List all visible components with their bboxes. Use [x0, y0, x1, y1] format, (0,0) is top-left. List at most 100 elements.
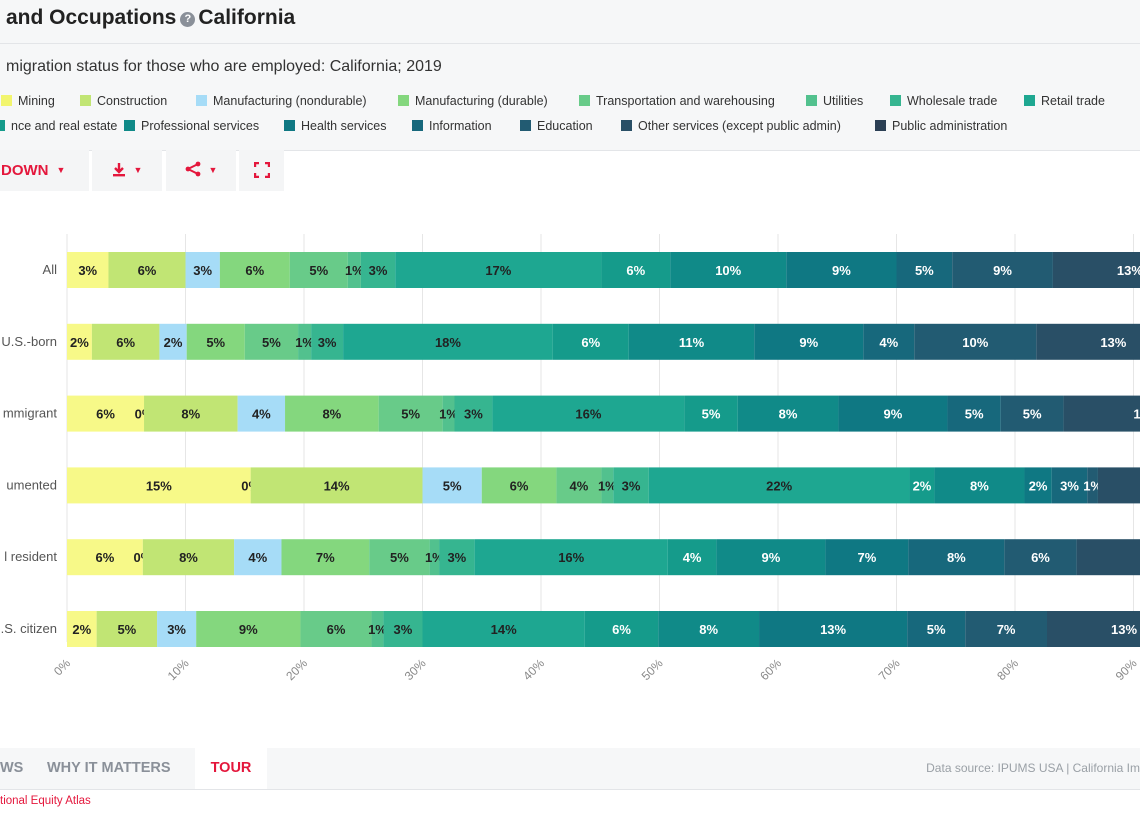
bar-segment[interactable] [1052, 252, 1140, 288]
bar-segment[interactable] [91, 323, 160, 360]
bar-segment[interactable] [383, 611, 423, 647]
bar-segment[interactable] [1051, 467, 1088, 504]
legend-item[interactable]: Manufacturing (nondurable) [196, 93, 367, 109]
bar-segment[interactable] [429, 539, 440, 576]
legend-item[interactable]: Other services (except public admin) [621, 118, 841, 134]
bar-segment[interactable] [863, 323, 915, 360]
bar-segment[interactable] [439, 539, 475, 576]
bar-segment[interactable] [1087, 467, 1098, 504]
bar-segment[interactable] [67, 395, 145, 432]
bar-segment[interactable] [237, 395, 286, 432]
bar-segment[interactable] [1036, 323, 1140, 360]
bar-segment[interactable] [67, 539, 143, 576]
bar-segment[interactable] [754, 323, 864, 360]
bar-segment[interactable] [838, 395, 948, 432]
legend-item[interactable]: Utilities [806, 93, 863, 109]
bar-segment[interactable] [67, 467, 251, 504]
bar-segment[interactable] [311, 323, 344, 360]
bar-segment[interactable] [670, 252, 787, 288]
legend-item[interactable]: Retail trade [1024, 93, 1105, 109]
legend-item[interactable]: Professional services [124, 118, 259, 134]
bar-segment[interactable] [298, 323, 312, 360]
bar-segment[interactable] [965, 611, 1047, 647]
bar-segment[interactable] [343, 323, 553, 360]
bar-segment[interactable] [234, 539, 282, 576]
bar-segment[interactable] [601, 252, 671, 288]
bar-segment[interactable] [556, 467, 602, 504]
bar-segment[interactable] [492, 395, 685, 432]
bar-segment[interactable] [952, 252, 1053, 288]
bar-segment[interactable] [934, 467, 1025, 504]
bar-segment[interactable] [684, 395, 738, 432]
legend-item[interactable]: Construction [80, 93, 167, 109]
tab-tour[interactable]: TOUR [195, 748, 267, 789]
bar-segment[interactable] [289, 252, 348, 288]
bar-segment[interactable] [371, 611, 384, 647]
bar-segment[interactable] [96, 611, 158, 647]
bar-segment[interactable] [716, 539, 826, 576]
bar-segment[interactable] [584, 611, 659, 647]
legend-item[interactable]: Mining [1, 93, 55, 109]
bar-segment[interactable] [667, 539, 717, 576]
bar-segment[interactable] [285, 395, 379, 432]
bar-segment[interactable] [369, 539, 430, 576]
bar-segment[interactable] [186, 323, 245, 360]
bar-segment[interactable] [67, 252, 109, 288]
bar-segment[interactable] [281, 539, 370, 576]
bar-segment[interactable] [601, 467, 614, 504]
legend-item[interactable]: Information [412, 118, 492, 134]
breakdown-dropdown[interactable]: DOWN ▼ [0, 150, 89, 191]
bar-segment[interactable] [474, 539, 668, 576]
bar-segment[interactable] [914, 323, 1037, 360]
bar-segment[interactable] [142, 539, 235, 576]
bar-segment[interactable] [360, 252, 396, 288]
bar-segment[interactable] [454, 395, 493, 432]
bar-segment[interactable] [628, 323, 755, 360]
bar-segment[interactable] [67, 611, 97, 647]
bar-segment[interactable] [1097, 467, 1140, 504]
bar-segment[interactable] [648, 467, 910, 504]
bar-segment[interactable] [422, 611, 585, 647]
bar-segment[interactable] [552, 323, 629, 360]
legend-item[interactable]: Health services [284, 118, 386, 134]
bar-segment[interactable] [759, 611, 908, 647]
bar-segment[interactable] [300, 611, 372, 647]
bar-segment[interactable] [786, 252, 897, 288]
bar-segment[interactable] [481, 467, 557, 504]
bar-segment[interactable] [196, 611, 301, 647]
bar-segment[interactable] [658, 611, 760, 647]
tab-views[interactable]: WS [0, 760, 24, 776]
bar-segment[interactable] [1000, 395, 1064, 432]
legend-item[interactable]: Wholesale trade [890, 93, 997, 109]
bar-segment[interactable] [395, 252, 602, 288]
atlas-link[interactable]: tional Equity Atlas [0, 795, 91, 807]
bar-segment[interactable] [1076, 539, 1140, 576]
bar-segment[interactable] [144, 395, 238, 432]
bar-segment[interactable] [896, 252, 953, 288]
bar-segment[interactable] [1004, 539, 1077, 576]
bar-segment[interactable] [613, 467, 649, 504]
bar-segment[interactable] [442, 395, 455, 432]
bar-segment[interactable] [250, 467, 423, 504]
tab-why-it-matters[interactable]: WHY IT MATTERS [47, 760, 171, 776]
legend-item[interactable]: Education [520, 118, 593, 134]
bar-segment[interactable] [378, 395, 443, 432]
legend-item[interactable]: nce and real estate [0, 118, 117, 134]
fullscreen-button[interactable] [239, 150, 284, 191]
bar-segment[interactable] [1024, 467, 1052, 504]
share-button[interactable]: ▼ [166, 150, 236, 191]
bar-segment[interactable] [108, 252, 186, 288]
bar-segment[interactable] [347, 252, 361, 288]
bar-segment[interactable] [159, 323, 187, 360]
bar-segment[interactable] [219, 252, 290, 288]
bar-segment[interactable] [185, 252, 220, 288]
legend-item[interactable]: Manufacturing (durable) [398, 93, 548, 109]
bar-segment[interactable] [422, 467, 482, 504]
bar-segment[interactable] [737, 395, 839, 432]
bar-segment[interactable] [947, 395, 1001, 432]
download-button[interactable]: ▼ [92, 150, 162, 191]
bar-segment[interactable] [907, 611, 966, 647]
bar-segment[interactable] [157, 611, 197, 647]
bar-segment[interactable] [67, 323, 92, 360]
bar-segment[interactable] [244, 323, 299, 360]
